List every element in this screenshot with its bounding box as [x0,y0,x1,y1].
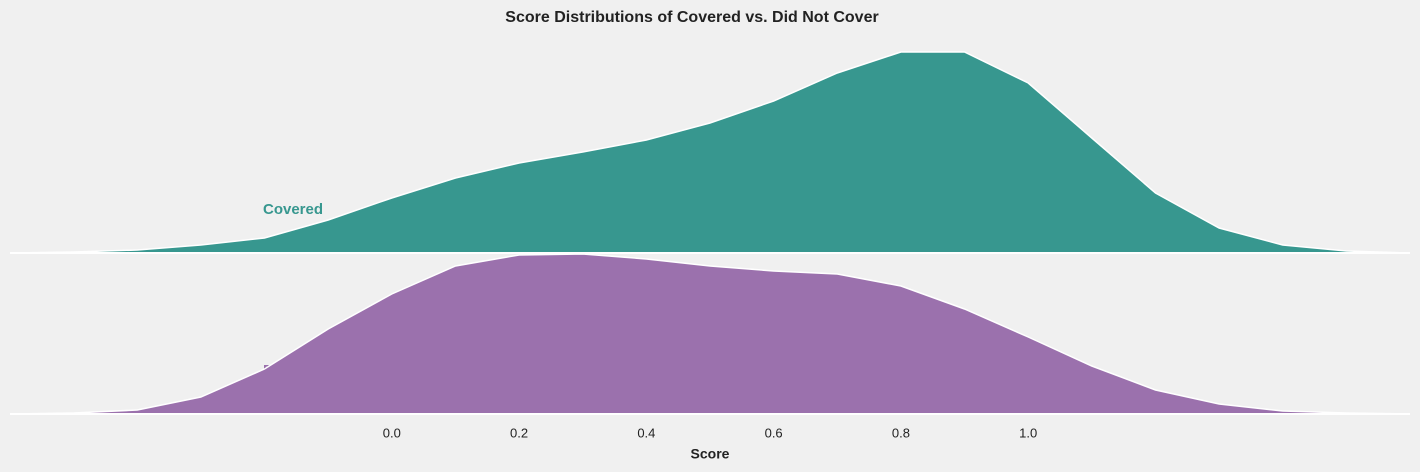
x-tick-label: 0.6 [765,425,783,440]
x-tick-label: 0.2 [510,425,528,440]
x-tick-label: 0.4 [637,425,655,440]
chart-title: Score Distributions of Covered vs. Did N… [505,9,878,26]
ridge-area [9,253,1411,415]
series-label: Covered [263,201,323,218]
x-tick-label: 0.0 [383,425,401,440]
x-tick-label: 0.8 [892,425,910,440]
ridge-area [9,51,1411,254]
x-tick-label: 1.0 [1019,425,1037,440]
x-axis-label: Score [691,446,730,462]
